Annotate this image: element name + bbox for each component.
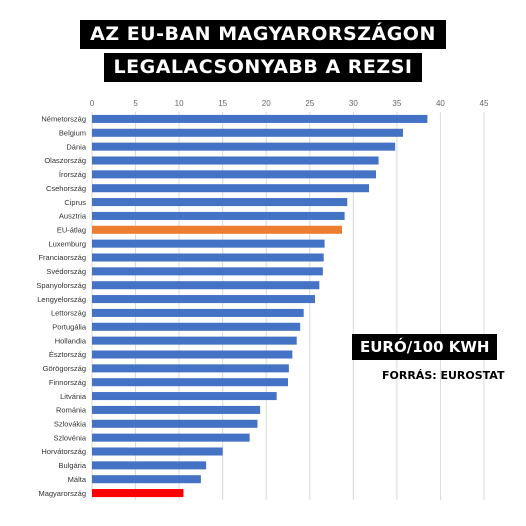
x-tick-label: 0 <box>90 99 95 108</box>
category-label: Ciprus <box>64 198 86 207</box>
bar-24 <box>92 447 223 456</box>
bar-19 <box>92 378 288 387</box>
bar-18 <box>92 364 289 373</box>
category-label: Litvánia <box>60 392 87 401</box>
source-label: FORRÁS: EUROSTAT <box>382 369 505 382</box>
category-label: Bulgária <box>58 461 86 470</box>
category-label: Franciaország <box>38 253 86 262</box>
bar-9 <box>92 239 325 248</box>
category-label: Finnország <box>49 378 86 387</box>
category-label: Belgium <box>59 128 86 137</box>
bar-0 <box>92 114 428 123</box>
category-label: Spanyolország <box>36 281 86 290</box>
x-tick-label: 45 <box>480 99 489 108</box>
bar-13 <box>92 295 316 304</box>
x-tick-label: 15 <box>218 99 227 108</box>
unit-label: EURÓ/100 KWH <box>352 334 498 360</box>
bar-2 <box>92 142 396 151</box>
x-tick-label: 30 <box>349 99 358 108</box>
bar-12 <box>92 281 320 290</box>
category-label: Lettország <box>51 309 86 318</box>
bar-4 <box>92 170 376 179</box>
category-label: Románia <box>56 406 87 415</box>
bar-20 <box>92 392 277 401</box>
x-tick-label: 10 <box>175 99 184 108</box>
category-label: Csehország <box>46 184 86 193</box>
bar-22 <box>92 419 258 428</box>
bar-21 <box>92 405 261 414</box>
x-axis-ticks: 0 5 10 15 20 25 30 35 40 45 <box>90 99 489 108</box>
bar-8 <box>92 225 343 234</box>
category-label: Svédország <box>46 267 86 276</box>
category-label: Szlovákia <box>54 419 87 428</box>
category-label: Ausztria <box>59 212 87 221</box>
bar-1 <box>92 128 403 137</box>
title-line-2: LEGALACSONYABB A REZSI <box>103 53 423 82</box>
bar-14 <box>92 308 304 317</box>
x-tick-label: 25 <box>305 99 314 108</box>
category-label: Olaszország <box>44 156 86 165</box>
bar-16 <box>92 336 297 345</box>
category-label: Észtország <box>49 350 86 359</box>
x-tick-label: 20 <box>262 99 271 108</box>
category-label: Horvátország <box>41 447 86 456</box>
bar-7 <box>92 211 345 220</box>
chart-title: AZ EU-BAN MAGYARORSZÁGON LEGALACSONYABB … <box>0 20 526 82</box>
category-label: Portugália <box>52 322 87 331</box>
x-tick-label: 5 <box>133 99 138 108</box>
bar-27 <box>92 489 184 498</box>
bar-25 <box>92 461 207 470</box>
bars-layer <box>92 114 428 498</box>
bar-17 <box>92 350 293 359</box>
grid-layer <box>91 112 485 500</box>
category-label: Görögország <box>43 364 86 373</box>
category-label: Dánia <box>66 142 86 151</box>
bar-26 <box>92 475 201 484</box>
bar-6 <box>92 198 348 207</box>
bar-11 <box>92 267 323 276</box>
category-label: Lengyelország <box>37 295 86 304</box>
bar-23 <box>92 433 250 442</box>
category-labels: Németország Belgium Dánia Olaszország Írorsz… <box>36 115 86 498</box>
bar-15 <box>92 322 301 331</box>
category-label: Szlovénia <box>53 433 86 442</box>
bar-5 <box>92 184 370 193</box>
category-label: Németország <box>41 115 86 124</box>
category-label: Hollandia <box>55 336 87 345</box>
category-label: Málta <box>68 475 87 484</box>
title-line-1: AZ EU-BAN MAGYARORSZÁGON <box>80 20 446 49</box>
category-label: Luxemburg <box>48 239 86 248</box>
category-label: Írország <box>59 170 86 179</box>
bar-10 <box>92 253 324 262</box>
x-tick-label: 40 <box>436 99 445 108</box>
bar-3 <box>92 156 379 165</box>
x-tick-label: 35 <box>392 99 401 108</box>
category-label: Magyarország <box>38 489 86 498</box>
category-label: EU-átlag <box>57 225 86 234</box>
